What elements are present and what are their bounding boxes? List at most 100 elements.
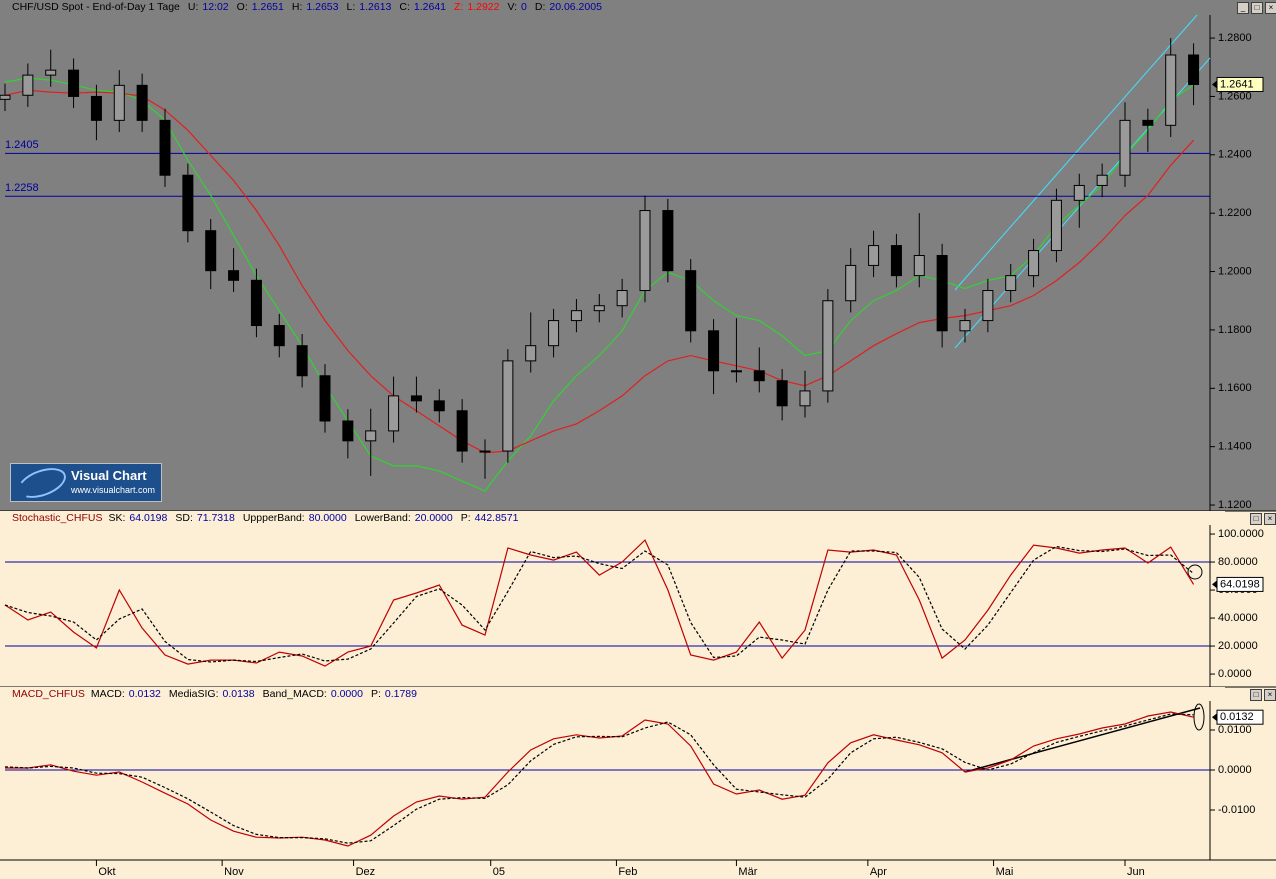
info-value: 0.1789	[384, 688, 417, 700]
info-label: UppperBand:	[242, 512, 305, 524]
candle-body	[456, 410, 468, 452]
candle-body	[136, 84, 148, 121]
candle-body	[730, 370, 742, 373]
price-panel	[0, 0, 1276, 511]
candle-body	[45, 69, 57, 76]
info-label: H:	[291, 1, 303, 13]
y-tick-label: 40.0000	[1218, 612, 1258, 624]
stochastic-panel	[0, 511, 1276, 687]
price-header: CHF/USD Spot - End-of-Day 1 Tage U: 12:02 O…	[0, 0, 1225, 14]
info-value: 1.2653	[306, 1, 339, 13]
marker-circle	[1187, 564, 1203, 580]
candle-body	[388, 395, 400, 432]
value-box	[1216, 76, 1264, 92]
maximize-button[interactable]: □	[1250, 689, 1262, 701]
y-tick-label: 1.1200	[1218, 499, 1252, 511]
x-tick-label: Nov	[224, 866, 244, 878]
info-value: 1.2922	[467, 1, 500, 13]
series-line	[4, 713, 1194, 844]
info-value: 20.0000	[414, 512, 453, 524]
info-label: L:	[346, 1, 356, 13]
info-label: Band_MACD:	[262, 688, 327, 700]
info-value: 0.0000	[330, 688, 363, 700]
candle-body	[273, 325, 285, 347]
info-label: U:	[187, 1, 199, 13]
candle-body	[982, 290, 994, 322]
close-button[interactable]: ×	[1264, 689, 1276, 701]
candle-body	[1073, 184, 1085, 201]
value-pointer	[1212, 580, 1217, 589]
candle-body	[1188, 54, 1200, 85]
minimize-button[interactable]: _	[1237, 2, 1249, 14]
candle-body	[959, 320, 971, 332]
info-label: LowerBand:	[354, 512, 411, 524]
candle-body	[708, 330, 720, 372]
series-line	[5, 711, 1194, 847]
y-tick-label: 1.1800	[1218, 324, 1252, 336]
close-button[interactable]: ×	[1265, 2, 1276, 14]
y-tick-label: 1.2600	[1218, 90, 1252, 102]
macd-header: MACD_CHFUS MACD: 0.0132 MediaSIG: 0.0138 Band…	[0, 687, 1225, 701]
maximize-button[interactable]: □	[1250, 513, 1262, 525]
logo-url: www.visualchart.com	[71, 485, 156, 495]
maximize-button[interactable]: □	[1251, 2, 1263, 14]
candle-body	[479, 450, 491, 453]
logo-swoosh	[14, 462, 70, 504]
series-line	[4, 89, 1195, 454]
value-box-label: 64.0198	[1220, 578, 1260, 590]
candle-body	[1142, 119, 1154, 126]
info-label: MediaSIG:	[168, 688, 219, 700]
close-button[interactable]: ×	[1264, 513, 1276, 525]
level-label: 1.2258	[5, 182, 39, 194]
info-value: 1.2641	[413, 1, 447, 13]
candle-body	[639, 210, 651, 292]
info-value: 20.06.2005	[549, 1, 602, 13]
candle-body	[936, 254, 948, 332]
info-label: SD:	[175, 512, 193, 524]
value-pointer	[1212, 80, 1217, 89]
panel-title: CHF/USD Spot - End-of-Day 1 Tage	[12, 1, 180, 13]
info-value: 1.2651	[251, 1, 284, 13]
window-buttons: _ □ ×	[1237, 2, 1276, 14]
info-label: Z:	[454, 1, 464, 13]
y-tick-label: 20.0000	[1218, 640, 1258, 652]
candle-body	[90, 95, 102, 121]
value-box-label: 1.2641	[1220, 78, 1254, 90]
candle-body	[365, 430, 377, 442]
y-tick-label: 1.1400	[1218, 441, 1252, 453]
candle-body	[0, 94, 11, 100]
candle-body	[182, 174, 194, 232]
info-label: P:	[460, 512, 471, 524]
info-value: 1.2613	[359, 1, 392, 13]
y-tick-label: -0.0100	[1218, 804, 1255, 816]
info-label: MACD:	[90, 688, 125, 700]
x-tick-label: Jun	[1127, 866, 1145, 878]
info-value: 71.7318	[196, 512, 235, 524]
trend-line	[964, 707, 1201, 773]
candle-body	[433, 400, 445, 412]
logo[interactable]: Visual Chart www.visualchart.com	[10, 462, 162, 504]
y-tick-label: 0.0100	[1218, 724, 1252, 736]
y-tick-label: 1.2800	[1218, 32, 1252, 44]
candle-body	[502, 360, 514, 452]
candle-body	[410, 395, 422, 402]
candle-body	[525, 345, 537, 362]
candle-body	[753, 370, 765, 382]
candle-body	[868, 245, 880, 266]
candle-body	[113, 84, 125, 121]
x-tick-label: Okt	[98, 866, 115, 878]
info-label: D:	[534, 1, 546, 13]
candle-body	[1119, 119, 1131, 176]
x-tick-label: Dez	[356, 866, 376, 878]
series-line	[4, 77, 1194, 492]
candle-body	[890, 245, 902, 277]
stochastic-header: Stochastic_CHFUS SK: 64.0198 SD: 71.7318 Uppp…	[0, 511, 1225, 525]
candle-body	[570, 310, 582, 322]
y-tick-label: 0.0000	[1218, 764, 1252, 776]
candle-body	[319, 375, 331, 422]
candle-body	[342, 420, 354, 442]
value-pointer	[1212, 713, 1217, 722]
candle-body	[548, 320, 560, 347]
candle-body	[616, 290, 628, 307]
macd-panel	[0, 687, 1276, 879]
